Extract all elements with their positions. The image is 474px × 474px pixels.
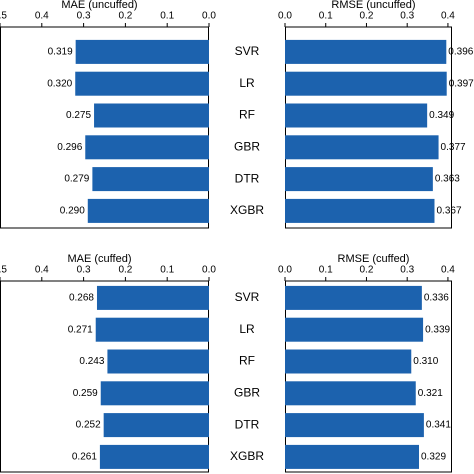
value-label: 0.320 — [47, 78, 72, 89]
value-label: 0.268 — [69, 293, 94, 304]
value-label: 0.319 — [48, 47, 73, 58]
bar — [285, 381, 416, 406]
x-tick-label: 0.0 — [202, 11, 216, 22]
value-label: 0.321 — [418, 388, 443, 399]
bar — [107, 349, 209, 374]
value-label: 0.259 — [73, 388, 98, 399]
x-tick-label: 0.0 — [202, 265, 216, 276]
x-tick-label: 0.2 — [118, 265, 132, 276]
x-tick-label: 0.2 — [360, 11, 374, 22]
category-label: GBR — [234, 139, 260, 153]
value-label: 0.275 — [66, 110, 91, 121]
bar — [103, 413, 209, 438]
category-label: RF — [239, 108, 255, 122]
x-tick-label: 0.4 — [35, 265, 49, 276]
bar — [285, 103, 428, 128]
x-tick-label: 0.1 — [160, 11, 174, 22]
category-label: LR — [239, 322, 255, 336]
x-tick-label: 0.5 — [0, 265, 7, 276]
category-label: GBR — [234, 385, 260, 399]
x-tick-label: 0.4 — [441, 265, 455, 276]
x-tick-label: 0.0 — [278, 11, 292, 22]
x-tick-label: 0.3 — [77, 265, 91, 276]
bar — [285, 349, 412, 374]
x-tick-label: 0.4 — [441, 11, 455, 22]
value-label: 0.290 — [60, 206, 85, 217]
value-label: 0.336 — [424, 293, 449, 304]
x-tick-label: 0.3 — [400, 265, 414, 276]
panel-title: RMSE (uncuffed) — [331, 0, 415, 11]
x-tick-label: 0.3 — [77, 11, 91, 22]
bar — [285, 444, 420, 469]
value-label: 0.339 — [425, 324, 450, 335]
value-label: 0.329 — [421, 452, 446, 463]
x-tick-label: 0.2 — [360, 265, 374, 276]
x-tick-label: 0.1 — [160, 265, 174, 276]
bar — [285, 39, 447, 64]
x-tick-label: 0.5 — [0, 11, 7, 22]
bar — [95, 317, 209, 342]
value-label: 0.396 — [448, 47, 473, 58]
category-label: XGBR — [230, 203, 264, 217]
bar — [96, 285, 209, 310]
plot-frame — [285, 280, 452, 473]
bar — [75, 39, 210, 64]
bar — [99, 444, 209, 469]
x-tick-label: 0.2 — [118, 11, 132, 22]
x-tick-label: 0.1 — [319, 265, 333, 276]
bar — [87, 198, 209, 223]
bar — [285, 71, 447, 96]
x-tick-label: 0.4 — [35, 11, 49, 22]
value-label: 0.310 — [413, 356, 438, 367]
category-label: DTR — [235, 417, 260, 431]
value-label: 0.367 — [436, 206, 461, 217]
value-label: 0.296 — [57, 142, 82, 153]
category-label: LR — [239, 76, 255, 90]
x-tick-label: 0.3 — [400, 11, 414, 22]
category-label: XGBR — [230, 449, 264, 463]
value-label: 0.243 — [79, 356, 104, 367]
value-label: 0.252 — [76, 420, 101, 431]
x-tick-label: 0.0 — [278, 265, 292, 276]
category-label: SVR — [235, 290, 260, 304]
bar — [85, 135, 209, 160]
panel-title: RMSE (cuffed) — [338, 253, 410, 265]
bar — [285, 413, 424, 438]
value-label: 0.279 — [64, 174, 89, 185]
value-label: 0.397 — [449, 78, 474, 89]
bar — [285, 285, 422, 310]
plot-frame — [0, 280, 209, 473]
category-label: RF — [239, 354, 255, 368]
value-label: 0.377 — [441, 142, 466, 153]
bar — [100, 381, 209, 406]
value-label: 0.363 — [435, 174, 460, 185]
x-tick-label: 0.1 — [319, 11, 333, 22]
bar — [285, 167, 433, 192]
panel-title: MAE (uncuffed) — [61, 0, 137, 11]
bar — [92, 167, 209, 192]
bar — [285, 317, 424, 342]
category-label: DTR — [235, 171, 260, 185]
category-label: SVR — [235, 44, 260, 58]
bar — [94, 103, 209, 128]
panel-title: MAE (cuffed) — [68, 253, 132, 265]
value-label: 0.349 — [429, 110, 454, 121]
value-label: 0.341 — [426, 420, 451, 431]
bar — [285, 198, 435, 223]
value-label: 0.261 — [72, 452, 97, 463]
bar — [285, 135, 439, 160]
value-label: 0.271 — [68, 324, 93, 335]
bar — [75, 71, 210, 96]
